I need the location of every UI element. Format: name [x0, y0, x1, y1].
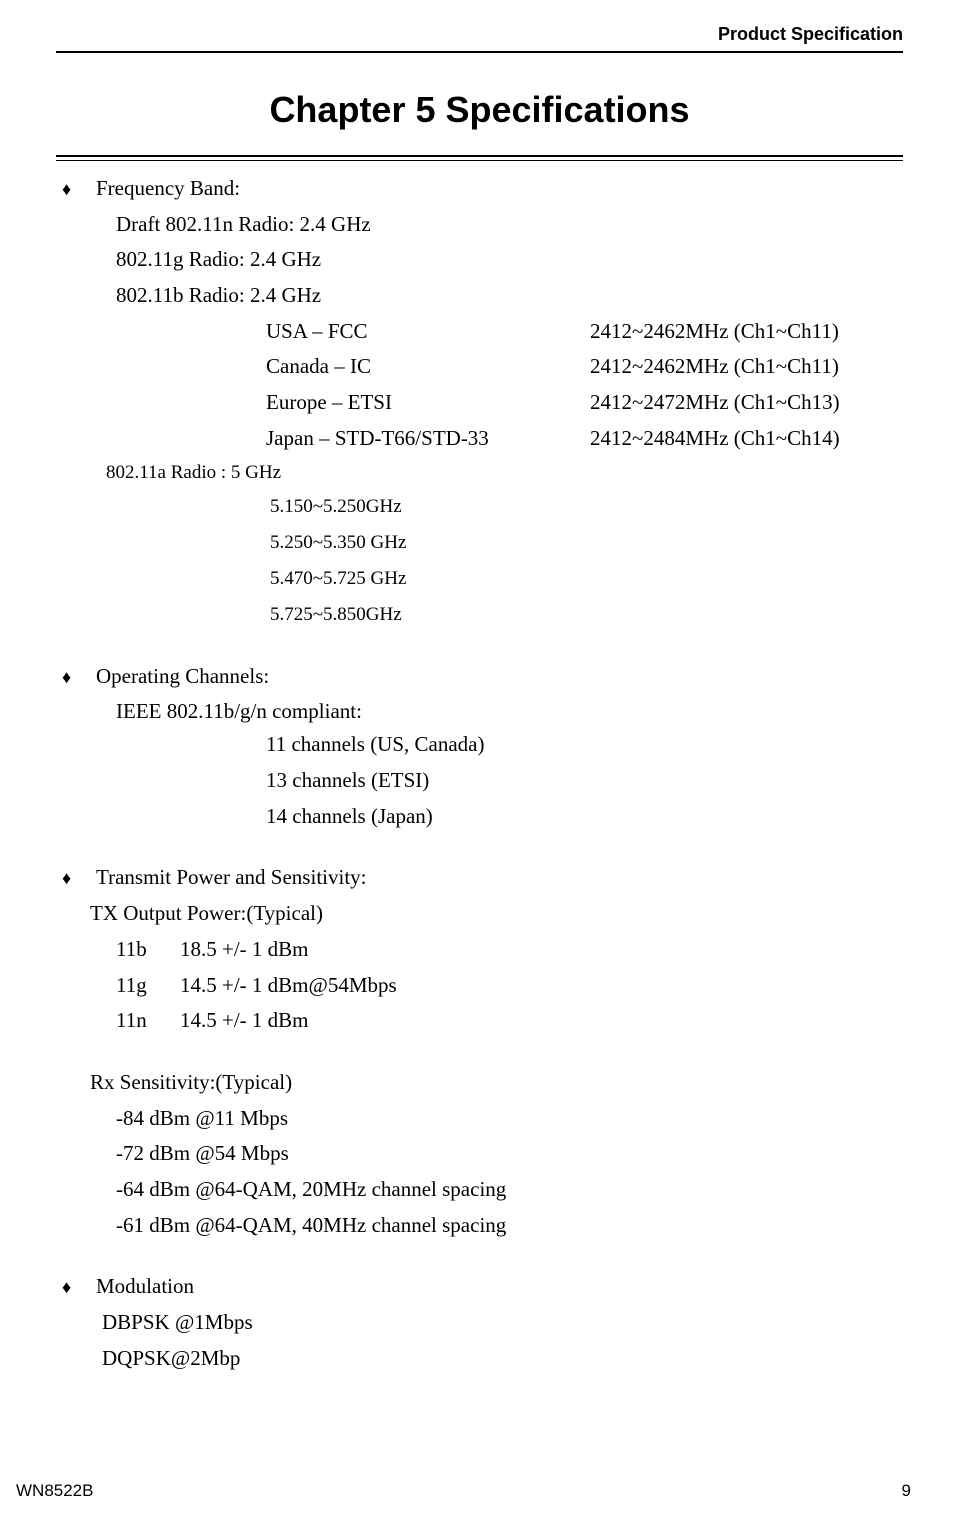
modulation-item: DBPSK @1Mbps: [56, 1305, 903, 1341]
freq-n: Draft 802.11n Radio: 2.4 GHz: [56, 207, 903, 243]
op-channel-item: 14 channels (Japan): [56, 799, 903, 835]
footer-left: WN8522B: [16, 1481, 93, 1501]
header-right: Product Specification: [56, 24, 903, 53]
freq-band-label: Frequency Band:: [96, 171, 240, 207]
op-channel-item: 11 channels (US, Canada): [56, 727, 903, 763]
op-compliant: IEEE 802.11b/g/n compliant:: [56, 695, 903, 728]
bullet-icon: ♦: [56, 174, 96, 205]
rx-row: -84 dBm @11 Mbps: [56, 1101, 903, 1137]
modulation-label: Modulation: [96, 1269, 194, 1305]
freq-g: 802.11g Radio: 2.4 GHz: [56, 242, 903, 278]
freq-a-range: 5.470~5.725 GHz: [56, 561, 903, 597]
tx-mode: 11g: [116, 968, 180, 1004]
region-range: 2412~2462MHz (Ch1~Ch11): [590, 314, 839, 350]
tx-title: TX Output Power:(Typical): [56, 896, 903, 932]
region-name: Europe – ETSI: [266, 385, 590, 421]
chapter-title: Chapter 5 Specifications: [56, 89, 903, 131]
region-range: 2412~2462MHz (Ch1~Ch11): [590, 349, 839, 385]
bullet-icon: ♦: [56, 863, 96, 894]
rx-row: -64 dBm @64-QAM, 20MHz channel spacing: [56, 1172, 903, 1208]
rx-row: -72 dBm @54 Mbps: [56, 1136, 903, 1172]
tx-power-label: Transmit Power and Sensitivity:: [96, 860, 367, 896]
region-name: Canada – IC: [266, 349, 590, 385]
op-channel-item: 13 channels (ETSI): [56, 763, 903, 799]
modulation-item: DQPSK@2Mbp: [56, 1341, 903, 1377]
rx-title: Rx Sensitivity:(Typical): [56, 1065, 903, 1101]
region-name: Japan – STD-T66/STD-33: [266, 421, 590, 457]
tx-mode: 11n: [116, 1003, 180, 1039]
freq-a-label: 802.11a Radio : 5 GHz: [56, 457, 903, 489]
rx-row: -61 dBm @64-QAM, 40MHz channel spacing: [56, 1208, 903, 1244]
region-name: USA – FCC: [266, 314, 590, 350]
op-channels-label: Operating Channels:: [96, 659, 269, 695]
bullet-icon: ♦: [56, 1272, 96, 1303]
tx-val: 14.5 +/- 1 dBm@54Mbps: [180, 968, 397, 1004]
region-range: 2412~2472MHz (Ch1~Ch13): [590, 385, 840, 421]
footer-page-number: 9: [902, 1481, 911, 1501]
freq-a-range: 5.725~5.850GHz: [56, 597, 903, 633]
freq-a-range: 5.250~5.350 GHz: [56, 525, 903, 561]
double-rule: [56, 155, 903, 161]
tx-mode: 11b: [116, 932, 180, 968]
tx-val: 18.5 +/- 1 dBm: [180, 932, 309, 968]
tx-val: 14.5 +/- 1 dBm: [180, 1003, 309, 1039]
region-range: 2412~2484MHz (Ch1~Ch14): [590, 421, 840, 457]
freq-a-range: 5.150~5.250GHz: [56, 489, 903, 525]
freq-b: 802.11b Radio: 2.4 GHz: [56, 278, 903, 314]
bullet-icon: ♦: [56, 662, 96, 693]
